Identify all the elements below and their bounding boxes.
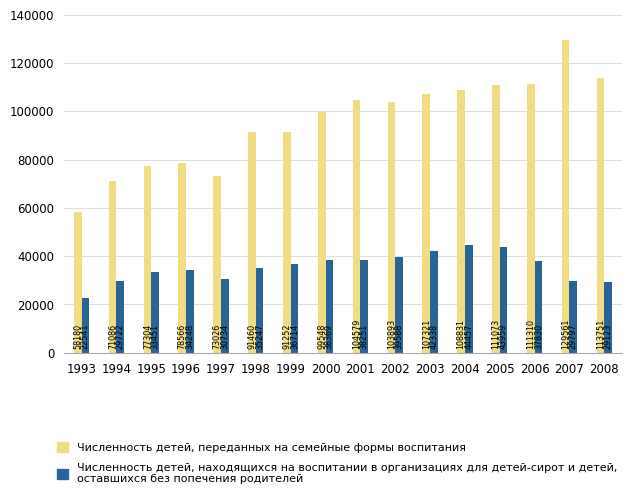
Legend: Численность детей, переданных на семейные формы воспитания, Численность детей, н: Численность детей, переданных на семейны… (57, 442, 617, 485)
Text: 73026: 73026 (213, 324, 222, 349)
Bar (465, 245, 472, 353)
Bar (492, 85, 500, 353)
Text: 91460: 91460 (247, 324, 256, 349)
Bar (74, 212, 81, 353)
Bar (248, 132, 256, 353)
Text: 111073: 111073 (492, 319, 501, 349)
Text: 107321: 107321 (422, 319, 431, 349)
Bar (256, 268, 263, 353)
Bar (318, 112, 326, 353)
Text: 38369: 38369 (325, 324, 334, 349)
Bar (535, 262, 542, 353)
Bar (604, 282, 612, 353)
Text: 77304: 77304 (143, 324, 152, 349)
Bar (221, 279, 229, 353)
Bar (326, 260, 333, 353)
Text: 71086: 71086 (108, 324, 117, 349)
Text: 38251: 38251 (360, 324, 369, 349)
Bar (353, 100, 360, 353)
Bar (569, 281, 577, 353)
Text: 22541: 22541 (81, 324, 90, 349)
Text: 99548: 99548 (317, 324, 326, 349)
Text: 35247: 35247 (255, 324, 264, 349)
Bar (527, 84, 535, 353)
Bar (109, 181, 117, 353)
Text: 111310: 111310 (526, 319, 535, 349)
Text: 108831: 108831 (456, 319, 465, 349)
Text: 78566: 78566 (178, 324, 187, 349)
Bar (562, 40, 569, 353)
Text: 29123: 29123 (604, 324, 613, 349)
Text: 103893: 103893 (387, 319, 396, 349)
Bar (186, 270, 194, 353)
Text: 104579: 104579 (352, 319, 361, 349)
Bar (151, 272, 159, 353)
Text: 44457: 44457 (464, 324, 473, 349)
Bar (500, 246, 508, 353)
Bar (290, 264, 298, 353)
Text: 33451: 33451 (151, 324, 160, 349)
Bar (283, 132, 290, 353)
Bar (597, 78, 604, 353)
Bar (422, 94, 430, 353)
Bar (388, 102, 395, 353)
Bar (395, 257, 403, 353)
Bar (360, 260, 368, 353)
Text: 30734: 30734 (221, 324, 229, 349)
Text: 34248: 34248 (185, 324, 194, 349)
Text: 43959: 43959 (499, 324, 508, 349)
Bar (457, 90, 465, 353)
Text: 58180: 58180 (73, 324, 82, 349)
Text: 113751: 113751 (596, 319, 605, 349)
Text: 29722: 29722 (116, 323, 125, 349)
Bar (81, 298, 89, 353)
Bar (178, 163, 186, 353)
Bar (213, 176, 221, 353)
Text: 91252: 91252 (282, 324, 291, 349)
Text: 39588: 39588 (395, 324, 404, 349)
Text: 129561: 129561 (561, 319, 570, 349)
Bar (117, 281, 124, 353)
Text: 29797: 29797 (569, 323, 578, 349)
Text: 36714: 36714 (290, 324, 299, 349)
Bar (430, 250, 438, 353)
Bar (144, 166, 151, 353)
Text: 37830: 37830 (534, 324, 543, 349)
Text: 42338: 42338 (429, 324, 438, 349)
